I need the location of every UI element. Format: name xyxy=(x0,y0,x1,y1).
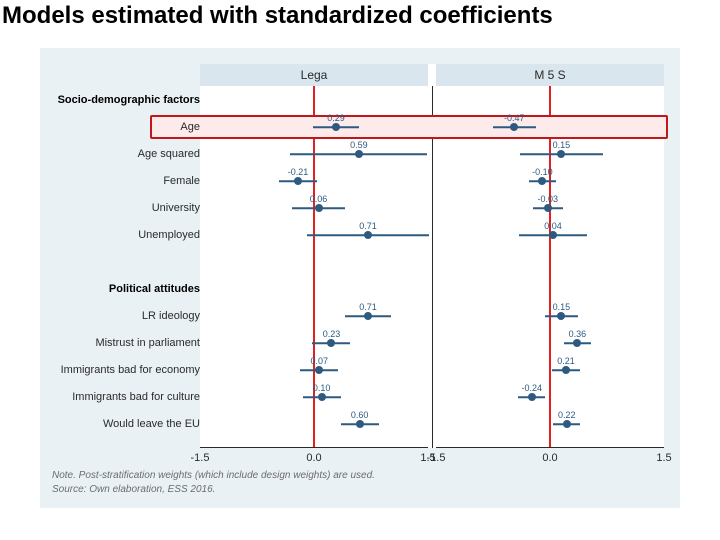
value-label: 0.15 xyxy=(553,302,571,312)
row-label: Immigrants bad for culture xyxy=(72,391,200,403)
point-marker xyxy=(544,204,552,212)
row-label: Age squared xyxy=(138,148,200,160)
point-marker xyxy=(315,204,323,212)
point-marker xyxy=(332,123,340,131)
reference-line-lega xyxy=(313,86,315,448)
footnote-source: Source: Own elaboration, ESS 2016. xyxy=(52,484,215,495)
point-marker xyxy=(327,339,335,347)
value-label: -0.21 xyxy=(288,167,309,177)
point-marker xyxy=(557,150,565,158)
value-label: 0.10 xyxy=(313,383,331,393)
row-label: Would leave the EU xyxy=(103,418,200,430)
footnote-note: Note. Post-stratification weights (which… xyxy=(52,470,375,481)
value-label: -0.10 xyxy=(532,167,553,177)
x-tick-label: -1.5 xyxy=(427,452,446,464)
x-axis-m5s xyxy=(436,447,664,448)
x-tick-label: 1.5 xyxy=(656,452,671,464)
point-marker xyxy=(318,393,326,401)
highlight-row-box xyxy=(150,115,668,139)
group-label: Socio-demographic factors xyxy=(58,94,200,106)
row-label: Age xyxy=(180,121,200,133)
value-label: -0.03 xyxy=(537,194,558,204)
panel-separator xyxy=(432,86,433,448)
reference-line-m5s xyxy=(549,86,551,448)
value-label: 0.07 xyxy=(311,356,329,366)
x-tick-label: 0.0 xyxy=(542,452,557,464)
point-marker xyxy=(528,393,536,401)
row-label: Mistrust in parliament xyxy=(95,337,200,349)
panel-title-lega: Lega xyxy=(200,64,428,86)
point-marker xyxy=(364,231,372,239)
row-label: University xyxy=(152,202,200,214)
row-label: Female xyxy=(163,175,200,187)
point-marker xyxy=(294,177,302,185)
point-marker xyxy=(573,339,581,347)
value-label: 0.04 xyxy=(544,221,562,231)
point-marker xyxy=(549,231,557,239)
point-marker xyxy=(557,312,565,320)
point-marker xyxy=(538,177,546,185)
value-label: 0.71 xyxy=(359,221,377,231)
point-marker xyxy=(510,123,518,131)
point-marker xyxy=(364,312,372,320)
value-label: 0.71 xyxy=(359,302,377,312)
value-label: 0.23 xyxy=(323,329,341,339)
row-label: Immigrants bad for economy xyxy=(61,364,200,376)
point-marker xyxy=(563,420,571,428)
plot-area: Lega M 5 S 0.29 0.59 -0.21 0.06 0.71 0.71 0.23 0.… xyxy=(200,64,664,448)
value-label: 0.15 xyxy=(553,140,571,150)
chart-frame: Lega M 5 S 0.29 0.59 -0.21 0.06 0.71 0.71 0.23 0.… xyxy=(40,48,680,508)
panel-title-m5s: M 5 S xyxy=(436,64,664,86)
value-label: 0.21 xyxy=(557,356,575,366)
value-label: 0.29 xyxy=(327,113,345,123)
x-tick-label: 0.0 xyxy=(306,452,321,464)
value-label: 0.36 xyxy=(569,329,587,339)
point-marker xyxy=(315,366,323,374)
point-marker xyxy=(356,420,364,428)
value-label: -0.47 xyxy=(504,113,525,123)
value-label: -0.24 xyxy=(521,383,542,393)
value-label: 0.59 xyxy=(350,140,368,150)
point-marker xyxy=(355,150,363,158)
value-label: 0.06 xyxy=(310,194,328,204)
value-label: 0.60 xyxy=(351,410,369,420)
group-label: Political attitudes xyxy=(109,283,200,295)
x-axis-lega xyxy=(200,447,428,448)
point-marker xyxy=(562,366,570,374)
row-label: LR ideology xyxy=(142,310,200,322)
x-tick-label: -1.5 xyxy=(191,452,210,464)
row-label: Unemployed xyxy=(138,229,200,241)
page-title: Models estimated with standardized coeff… xyxy=(2,2,553,30)
value-label: 0.22 xyxy=(558,410,576,420)
